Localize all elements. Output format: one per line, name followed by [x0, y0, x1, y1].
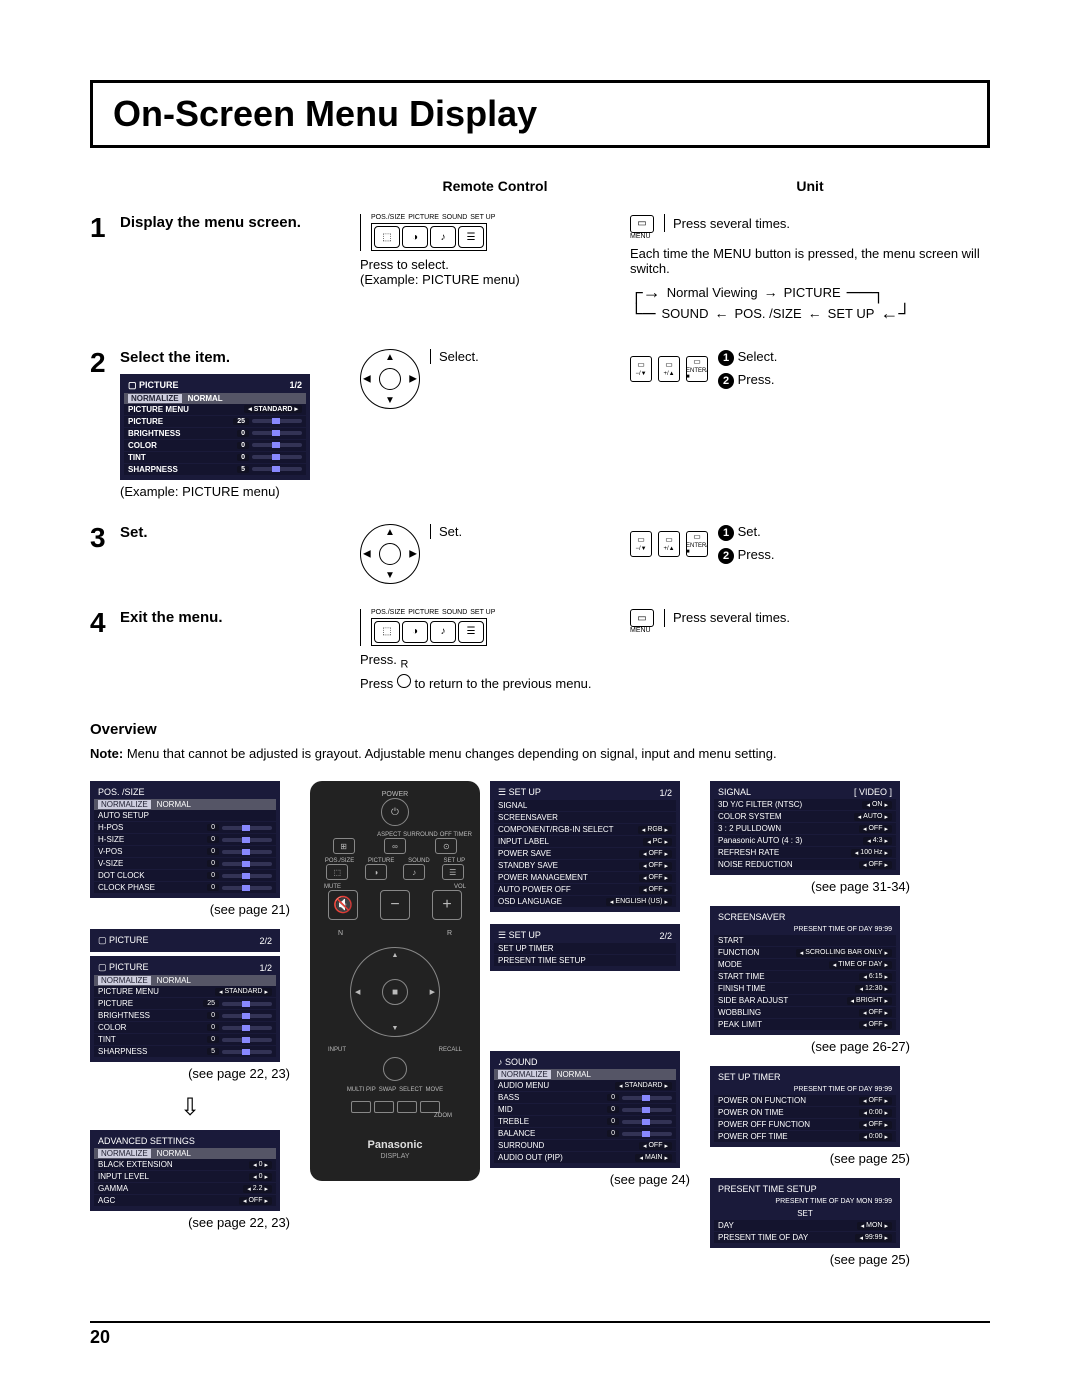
see-page-22-23b: (see page 22, 23): [90, 1215, 290, 1230]
remote-btn-labels: POS./SIZE PICTURE SOUND SET UP: [371, 214, 630, 221]
step-2-label: Select the item.: [120, 349, 360, 366]
press-several: Press several times.: [664, 214, 790, 232]
menu-button-icon-2[interactable]: ▭: [630, 609, 654, 627]
menu-label: MENU: [630, 233, 654, 240]
circle-1-icon: 1: [718, 350, 734, 366]
remote-menu-buttons-2[interactable]: ⬚ ◑ ♪ ☰: [371, 618, 487, 646]
step-3: 3 Set. ▲▼◀▶ Set. ▭−/▼ ▭+/▲ ▭ENTER/■ 1 Se…: [90, 524, 990, 584]
power-button-icon[interactable]: ⏻: [381, 798, 409, 826]
press-several-2: Press several times.: [664, 609, 790, 627]
see-page-24: (see page 24): [490, 1172, 690, 1187]
page-title: On-Screen Menu Display: [113, 93, 967, 135]
remote-menu-buttons[interactable]: ⬚ ◑ ♪ ☰: [371, 223, 487, 251]
step-2: 2 Select the item. ▢ PICTURE1/2 NORMALIZ…: [90, 349, 990, 499]
overview-grid: POS. /SIZE NORMALIZENORMAL AUTO SETUPH-P…: [90, 781, 990, 1301]
picture-1-2-panel: ▢ PICTURE1/2 NORMALIZENORMAL PICTURE MEN…: [90, 956, 280, 1062]
unit-nav-buttons-2[interactable]: ▭−/▼ ▭+/▲ ▭ENTER/■: [630, 531, 708, 557]
menu-button-icon[interactable]: ▭: [630, 215, 654, 233]
step-1-label: Display the menu screen.: [120, 214, 360, 324]
mute-icon[interactable]: 🔇: [328, 890, 358, 920]
see-page-21: (see page 21): [90, 902, 290, 917]
step-3-num: 3: [90, 524, 120, 552]
overview-note: Note: Menu that cannot be adjusted is gr…: [90, 746, 990, 761]
enter-btn[interactable]: ▭ENTER/■: [686, 356, 708, 382]
brand-logo: Panasonic: [318, 1139, 472, 1151]
see-page-25b: (see page 25): [710, 1252, 910, 1267]
pos-size-panel: POS. /SIZE NORMALIZENORMAL AUTO SETUPH-P…: [90, 781, 280, 898]
nav-pad-icon-2[interactable]: ▲▼◀▶: [360, 524, 420, 584]
step-2-num: 2: [90, 349, 120, 377]
select-label: Select.: [430, 349, 479, 364]
step-1-num: 1: [90, 214, 120, 242]
picture-btn[interactable]: ◑: [402, 226, 428, 248]
step-4-label: Exit the menu.: [120, 609, 360, 692]
picture-2-2-panel: ▢ PICTURE2/2: [90, 929, 280, 952]
timer-panel: SET UP TIMER PRESENT TIME OF DAY 99:99 P…: [710, 1066, 900, 1147]
signal-panel: SIGNAL[ VIDEO ] 3D Y/C FILTER (NTSC)ONCO…: [710, 781, 900, 875]
overview-heading: Overview: [90, 721, 990, 738]
unit-desc: Each time the MENU button is pressed, th…: [630, 246, 990, 276]
advanced-panel: ADVANCED SETTINGS NORMALIZENORMAL BLACK …: [90, 1130, 280, 1211]
osd-picture-menu: ▢ PICTURE1/2 NORMALIZENORMAL PICTURE MEN…: [120, 374, 310, 480]
press-to-select: Press to select.: [360, 257, 630, 272]
pos-size-btn[interactable]: ⬚: [374, 226, 400, 248]
nav-pad-icon[interactable]: ▲▼◀▶: [360, 349, 420, 409]
page-number: 20: [90, 1321, 990, 1348]
step-4-num: 4: [90, 609, 120, 637]
remote-nav-cross[interactable]: ▲ ▼ ◀ ▶ ■: [350, 947, 440, 1037]
step-1: 1 Display the menu screen. POS./SIZE PIC…: [90, 214, 990, 324]
step-3-label: Set.: [120, 524, 360, 584]
down-arrow-icon: ⇩: [90, 1093, 290, 1122]
present-time-panel: PRESENT TIME SETUP PRESENT TIME OF DAY M…: [710, 1178, 900, 1248]
screensaver-panel: SCREENSAVER PRESENT TIME OF DAY 99:99 ST…: [710, 906, 900, 1035]
step-4: 4 Exit the menu. POS./SIZE PICTURE SOUND…: [90, 609, 990, 692]
header-remote: Remote Control: [360, 178, 630, 194]
unit-nav-buttons[interactable]: ▭−/▼ ▭+/▲ ▭ENTER/■: [630, 356, 708, 382]
sound-panel: ♪ SOUND NORMALIZENORMAL AUDIO MENUSTANDA…: [490, 1051, 680, 1168]
column-headers: Remote Control Unit: [90, 178, 990, 194]
see-page-22-23: (see page 22, 23): [90, 1066, 290, 1081]
sound-btn[interactable]: ♪: [430, 226, 456, 248]
circle-2-icon: 2: [718, 373, 734, 389]
step-2-example: (Example: PICTURE menu): [120, 484, 360, 499]
header-unit: Unit: [630, 178, 990, 194]
vol-down[interactable]: −: [380, 890, 410, 920]
down-btn[interactable]: ▭−/▼: [630, 356, 652, 382]
see-page-31-34: (see page 31-34): [710, 879, 910, 894]
set-label: Set.: [430, 524, 462, 539]
example-text: (Example: PICTURE menu): [360, 272, 630, 287]
r-button-icon[interactable]: [397, 674, 411, 688]
up-btn[interactable]: ▭+/▲: [658, 356, 680, 382]
recall-btn[interactable]: [383, 1057, 407, 1081]
see-page-26-27: (see page 26-27): [710, 1039, 910, 1054]
see-page-25: (see page 25): [710, 1151, 910, 1166]
setup-btn[interactable]: ☰: [458, 226, 484, 248]
vol-up[interactable]: +: [432, 890, 462, 920]
page-title-bar: On-Screen Menu Display: [90, 80, 990, 148]
setup-1-panel: ☰ SET UP1/2 SIGNALSCREENSAVERCOMPONENT/R…: [490, 781, 680, 912]
setup-2-panel: ☰ SET UP2/2 SET UP TIMERPRESENT TIME SET…: [490, 924, 680, 971]
remote-control-illustration: POWER ⏻ ASPECT SURROUND OFF TIMER ⊞∞⊙ PO…: [310, 781, 480, 1181]
